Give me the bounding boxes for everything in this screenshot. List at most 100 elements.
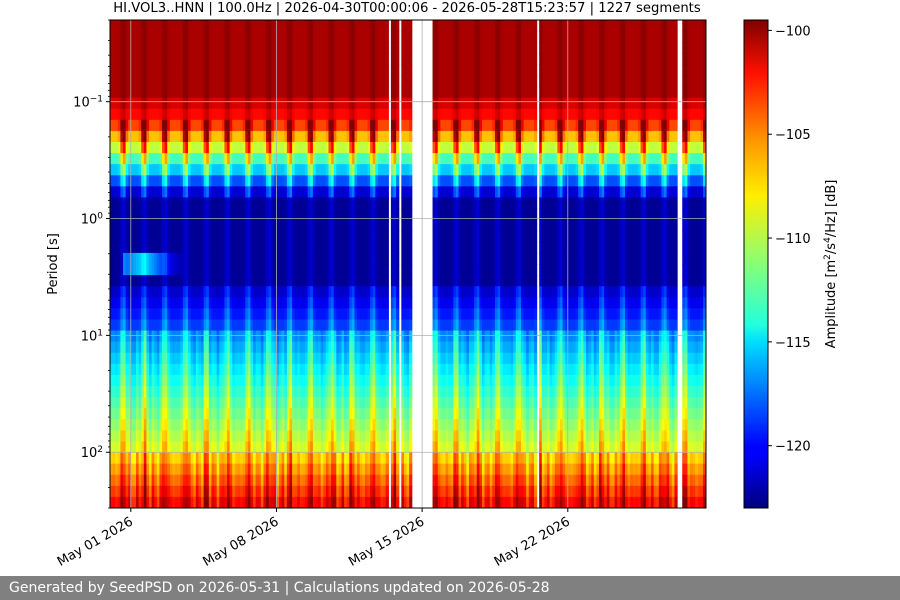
heatmap-cell bbox=[211, 441, 215, 454]
heatmap-cell bbox=[390, 419, 395, 431]
heatmap-cell bbox=[263, 186, 267, 199]
heatmap-cell bbox=[206, 352, 210, 365]
heatmap-cell bbox=[333, 119, 337, 132]
heatmap-cell bbox=[245, 264, 249, 276]
heatmap-cell bbox=[203, 430, 207, 443]
heatmap-cell bbox=[320, 408, 324, 420]
heatmap-cell bbox=[133, 264, 137, 276]
heatmap-cell bbox=[266, 241, 270, 254]
heatmap-cell bbox=[354, 363, 358, 376]
heatmap-cell bbox=[234, 386, 239, 398]
heatmap-cell bbox=[336, 496, 340, 508]
heatmap-cell bbox=[302, 20, 306, 32]
heatmap-cell bbox=[357, 241, 361, 254]
heatmap-cell bbox=[141, 164, 145, 176]
heatmap-cell bbox=[364, 441, 369, 454]
heatmap-cell bbox=[325, 485, 330, 498]
heatmap-cell bbox=[273, 241, 278, 254]
heatmap-cell bbox=[281, 408, 285, 420]
heatmap-cell bbox=[221, 264, 226, 276]
heatmap-cell bbox=[349, 230, 353, 243]
heatmap-cell bbox=[370, 386, 374, 398]
heatmap-cell bbox=[164, 264, 168, 276]
heatmap-cell bbox=[393, 286, 397, 298]
heatmap-cell bbox=[406, 474, 410, 487]
heatmap-cell bbox=[372, 53, 376, 65]
heatmap-cell bbox=[255, 86, 259, 99]
heatmap-cell bbox=[354, 230, 358, 243]
heatmap-cell bbox=[375, 130, 379, 143]
heatmap-cell bbox=[120, 142, 124, 154]
heatmap-cell bbox=[310, 64, 314, 77]
heatmap-cell bbox=[341, 496, 345, 508]
heatmap-cell bbox=[219, 31, 223, 43]
heatmap-cell bbox=[185, 197, 189, 210]
heatmap-cell bbox=[312, 330, 317, 343]
heatmap-cell bbox=[346, 474, 350, 487]
heatmap-cell bbox=[136, 219, 140, 232]
heatmap-cell bbox=[390, 441, 395, 454]
heatmap-cell bbox=[167, 408, 171, 420]
heatmap-cell bbox=[292, 308, 296, 321]
heatmap-cell bbox=[284, 31, 288, 43]
heatmap-cell bbox=[344, 42, 348, 54]
heatmap-cell bbox=[219, 197, 223, 210]
heatmap-cell bbox=[208, 75, 213, 88]
heatmap-cell bbox=[143, 64, 148, 77]
heatmap-cell bbox=[279, 264, 283, 276]
heatmap-cell bbox=[185, 297, 189, 309]
heatmap-cell bbox=[128, 397, 132, 409]
heatmap-cell bbox=[258, 485, 262, 498]
heatmap-cell bbox=[172, 452, 176, 465]
heatmap-cell bbox=[245, 308, 249, 321]
heatmap-cell bbox=[372, 175, 376, 187]
heatmap-cell bbox=[299, 130, 304, 143]
heatmap-cell bbox=[284, 474, 288, 487]
heatmap-cell bbox=[229, 164, 233, 176]
heatmap-cell bbox=[383, 352, 387, 365]
heatmap-cell bbox=[229, 463, 233, 476]
heatmap-cell bbox=[146, 97, 150, 110]
heatmap-cell bbox=[372, 430, 376, 443]
heatmap-cell bbox=[128, 75, 132, 88]
heatmap-cell bbox=[284, 286, 288, 298]
heatmap-cell bbox=[357, 463, 361, 476]
heatmap-cell bbox=[240, 108, 244, 121]
heatmap-cell bbox=[154, 485, 158, 498]
heatmap-cell bbox=[289, 31, 293, 43]
heatmap-cell bbox=[276, 42, 280, 54]
heatmap-cell bbox=[224, 75, 228, 88]
heatmap-cell bbox=[362, 286, 366, 298]
heatmap-cell bbox=[201, 386, 205, 398]
heatmap-cell bbox=[182, 308, 187, 321]
heatmap-cell bbox=[297, 230, 301, 243]
heatmap-cell bbox=[401, 20, 405, 32]
heatmap-cell bbox=[232, 252, 236, 265]
heatmap-cell bbox=[247, 208, 252, 221]
heatmap-cell bbox=[281, 286, 285, 298]
heatmap-cell bbox=[273, 219, 278, 232]
heatmap-cell bbox=[310, 252, 314, 265]
heatmap-cell bbox=[380, 75, 384, 88]
heatmap-cell bbox=[193, 175, 197, 187]
heatmap-cell bbox=[393, 142, 397, 154]
heatmap-cell bbox=[310, 164, 314, 176]
heatmap-cell bbox=[224, 452, 228, 465]
heatmap-cell bbox=[359, 130, 363, 143]
heatmap-cell bbox=[110, 308, 114, 321]
heatmap-cell bbox=[190, 408, 194, 420]
heatmap-cell bbox=[318, 419, 322, 431]
heatmap-cell bbox=[359, 31, 363, 43]
heatmap-cell bbox=[219, 86, 223, 99]
heatmap-cell bbox=[234, 197, 239, 210]
heatmap-cell bbox=[221, 119, 226, 132]
heatmap-cell bbox=[393, 252, 397, 265]
heatmap-cell bbox=[258, 386, 262, 398]
heatmap-cell bbox=[263, 363, 267, 376]
heatmap-cell bbox=[341, 219, 345, 232]
heatmap-cell bbox=[338, 42, 343, 54]
heatmap-cell bbox=[349, 341, 353, 354]
heatmap-cell bbox=[167, 496, 171, 508]
heatmap-cell bbox=[323, 319, 327, 332]
heatmap-cell bbox=[271, 341, 275, 354]
